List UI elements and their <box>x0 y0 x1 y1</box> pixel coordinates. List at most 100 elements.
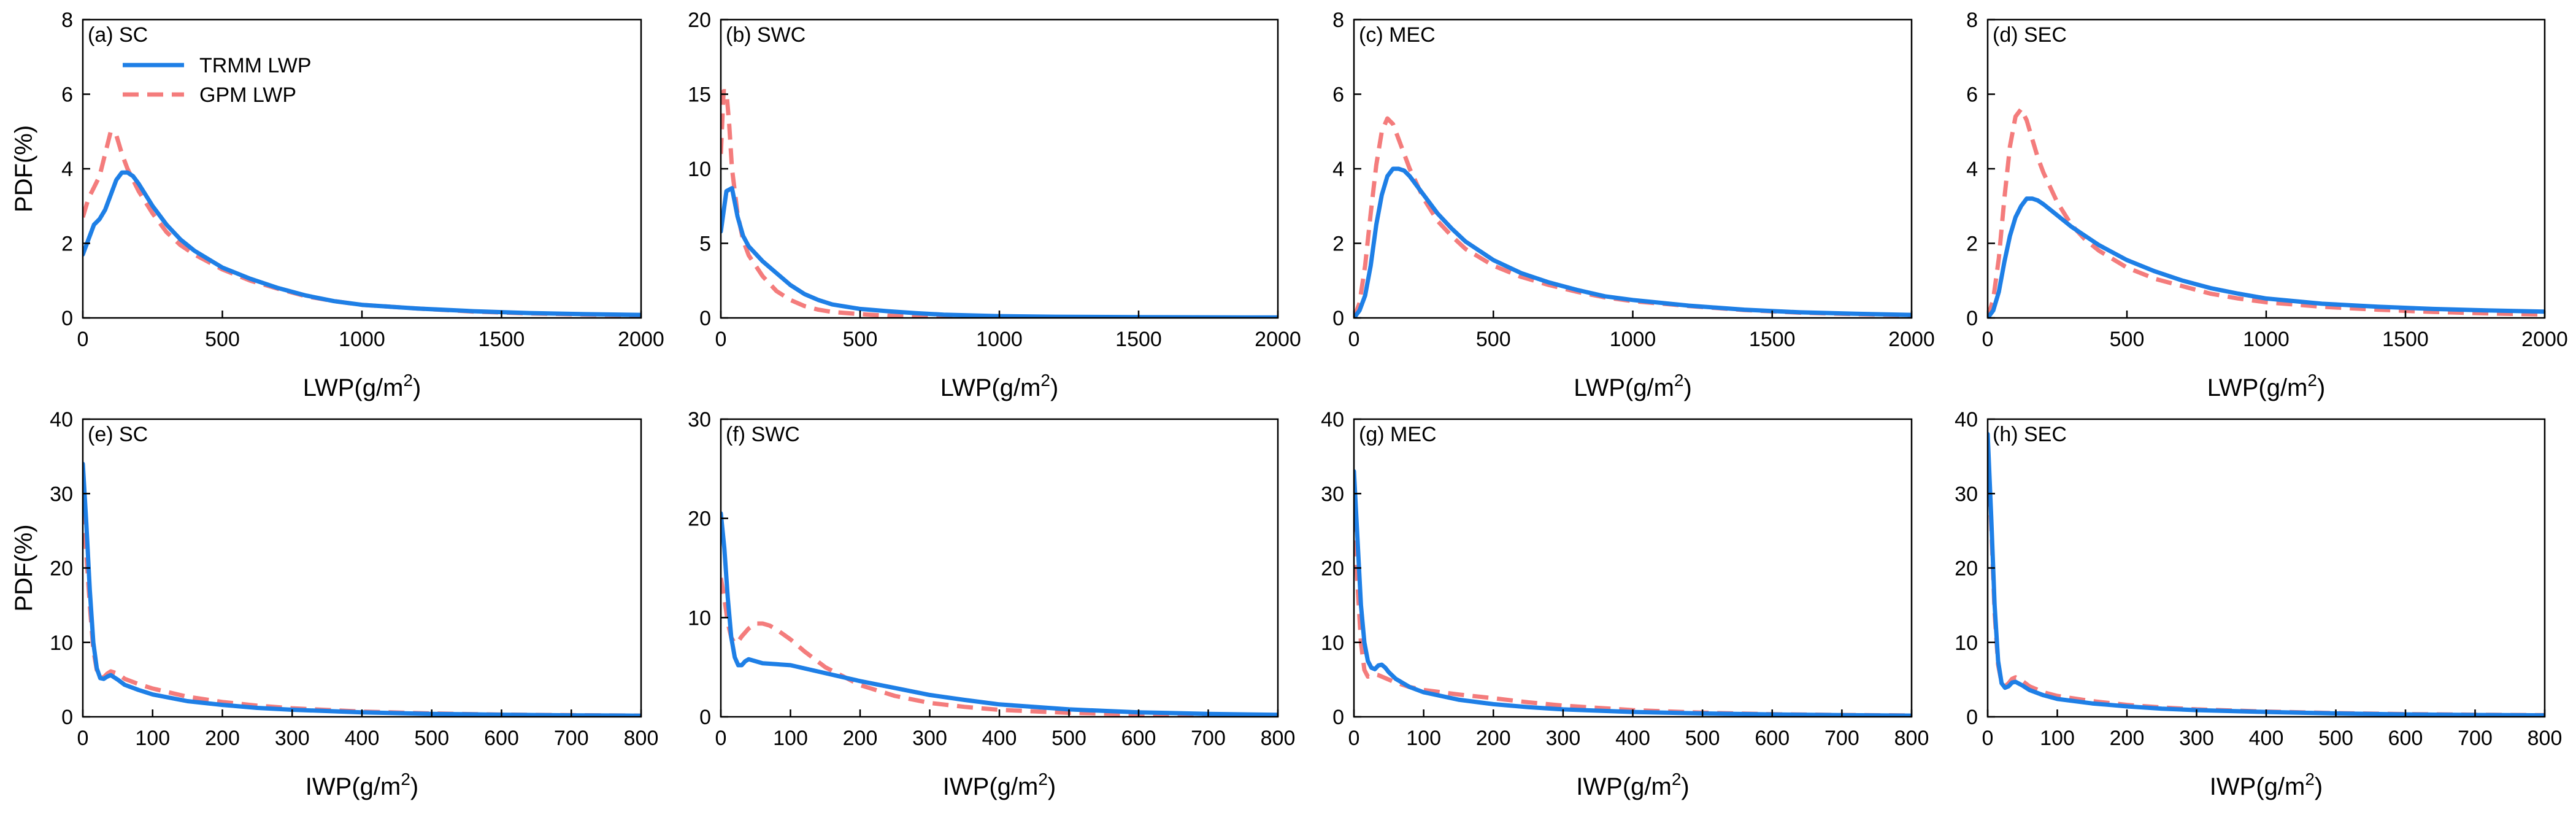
x-tick-label: 800 <box>624 727 659 750</box>
x-axis-title: LWP(g/m2) <box>2207 371 2326 401</box>
x-tick-label: 500 <box>1052 727 1086 750</box>
plot-frame <box>1353 18 1913 319</box>
y-tick-label: 10 <box>50 632 73 655</box>
chart-panel-7: 0 100 200 300 400 500 600 700 800 0 10 20 30 40 (g) ME… <box>1321 408 1929 800</box>
gpm-series-line <box>83 508 641 717</box>
chart-panel-2: 0 500 1000 1500 2000 0 5 10 15 20 (b) SWC LWP(g/m2) <box>688 9 1301 401</box>
x-tick-label: 500 <box>2110 328 2145 351</box>
trmm-series-line <box>1988 196 2545 318</box>
x-tick-label: 300 <box>1546 727 1581 750</box>
x-tick-label: 0 <box>715 727 727 750</box>
x-tick-label: 700 <box>2458 727 2493 750</box>
trmm-series-line <box>1354 469 1912 717</box>
x-tick-label: 0 <box>77 727 89 750</box>
x-tick-label: 2000 <box>1255 328 1301 351</box>
gpm-series-line <box>721 89 1278 318</box>
x-tick-label: 300 <box>275 727 310 750</box>
x-axis-title: IWP(g/m2) <box>306 770 418 800</box>
x-axis-title: IWP(g/m2) <box>2210 770 2323 800</box>
y-tick-label: 0 <box>1332 706 1344 729</box>
x-tick-label: 200 <box>205 727 240 750</box>
x-tick-label: 400 <box>1615 727 1650 750</box>
y-tick-label: 0 <box>61 307 73 330</box>
chart-panel-3: 0 500 1000 1500 2000 0 2 4 6 8 (c) MEC LWP(g/m2) <box>1332 9 1935 401</box>
y-axis-title: PDF(%) <box>10 125 37 212</box>
y-tick-label: 20 <box>1955 557 1978 581</box>
x-axis-title: IWP(g/m2) <box>943 770 1056 800</box>
y-tick-label: 0 <box>61 706 73 729</box>
panel-label: (e) SC <box>88 423 148 446</box>
x-tick-label: 300 <box>2179 727 2214 750</box>
plot-frame <box>1986 418 2546 718</box>
panel-label: (c) MEC <box>1359 23 1436 47</box>
x-tick-label: 1000 <box>976 328 1023 351</box>
x-tick-label: 500 <box>1685 727 1720 750</box>
chart-panel-1: 0 500 1000 1500 2000 0 2 4 6 8 (a) SC LWP(g/m2) PDF(… <box>10 9 664 401</box>
gpm-series-line <box>1354 516 1912 717</box>
legend-entry-label: GPM LWP <box>199 83 296 107</box>
y-tick-label: 2 <box>1332 233 1344 256</box>
x-axis-title: IWP(g/m2) <box>1576 770 1689 800</box>
y-axis-title: PDF(%) <box>10 524 37 611</box>
y-tick-label: 40 <box>50 408 73 431</box>
x-axis-title: LWP(g/m2) <box>303 371 421 401</box>
y-tick-label: 0 <box>699 706 711 729</box>
chart-panel-4: 0 500 1000 1500 2000 0 2 4 6 8 (d) SEC LWP(g/m2) <box>1966 9 2568 401</box>
y-tick-label: 5 <box>699 233 711 256</box>
y-tick-label: 6 <box>1966 83 1978 107</box>
x-tick-label: 0 <box>1348 727 1360 750</box>
x-tick-label: 700 <box>1191 727 1226 750</box>
x-tick-label: 200 <box>1476 727 1511 750</box>
x-tick-label: 100 <box>773 727 808 750</box>
x-tick-label: 1000 <box>339 328 385 351</box>
y-tick-label: 20 <box>50 557 73 581</box>
plot-frame <box>720 418 1279 718</box>
gpm-series-line <box>1988 107 2545 318</box>
legend: TRMM LWP GPM LWP <box>123 54 312 107</box>
x-tick-label: 700 <box>554 727 589 750</box>
panel-label: (h) SEC <box>1993 423 2067 446</box>
series-lines <box>721 89 1278 318</box>
x-tick-label: 400 <box>2249 727 2284 750</box>
series-lines <box>1988 107 2545 318</box>
x-tick-label: 700 <box>1824 727 1859 750</box>
x-tick-label: 100 <box>135 727 170 750</box>
plot-frame <box>1986 18 2546 319</box>
trmm-series-line <box>721 186 1278 318</box>
x-tick-label: 1500 <box>479 328 525 351</box>
trmm-series-line <box>721 511 1278 717</box>
y-tick-label: 4 <box>1966 158 1978 181</box>
y-tick-label: 30 <box>50 482 73 506</box>
y-tick-label: 10 <box>1321 632 1344 655</box>
x-tick-label: 500 <box>2318 727 2353 750</box>
x-tick-label: 500 <box>414 727 449 750</box>
y-tick-label: 10 <box>688 158 711 181</box>
x-tick-label: 2000 <box>2521 328 2568 351</box>
x-tick-label: 600 <box>2388 727 2423 750</box>
y-tick-label: 6 <box>61 83 73 107</box>
y-tick-label: 15 <box>688 83 711 107</box>
gpm-series-line <box>1354 116 1912 318</box>
x-tick-label: 500 <box>843 328 878 351</box>
x-tick-label: 1500 <box>2382 328 2429 351</box>
y-tick-label: 4 <box>61 158 73 181</box>
trmm-series-line <box>83 170 641 317</box>
panel-label: (g) MEC <box>1359 423 1437 446</box>
gpm-series-line <box>1988 441 2545 717</box>
x-tick-label: 0 <box>1982 328 1994 351</box>
panel-label: (b) SWC <box>726 23 805 47</box>
panel-label: (a) SC <box>88 23 148 47</box>
series-lines <box>83 462 641 717</box>
y-tick-label: 2 <box>61 233 73 256</box>
x-tick-label: 300 <box>912 727 947 750</box>
plot-frame <box>1353 418 1913 718</box>
x-tick-label: 200 <box>2110 727 2145 750</box>
y-tick-label: 30 <box>688 408 711 431</box>
x-tick-label: 2000 <box>618 328 664 351</box>
series-lines <box>1354 469 1912 717</box>
x-tick-label: 0 <box>1348 328 1360 351</box>
x-tick-label: 800 <box>1261 727 1296 750</box>
series-lines <box>1354 116 1912 318</box>
x-tick-label: 100 <box>2040 727 2075 750</box>
